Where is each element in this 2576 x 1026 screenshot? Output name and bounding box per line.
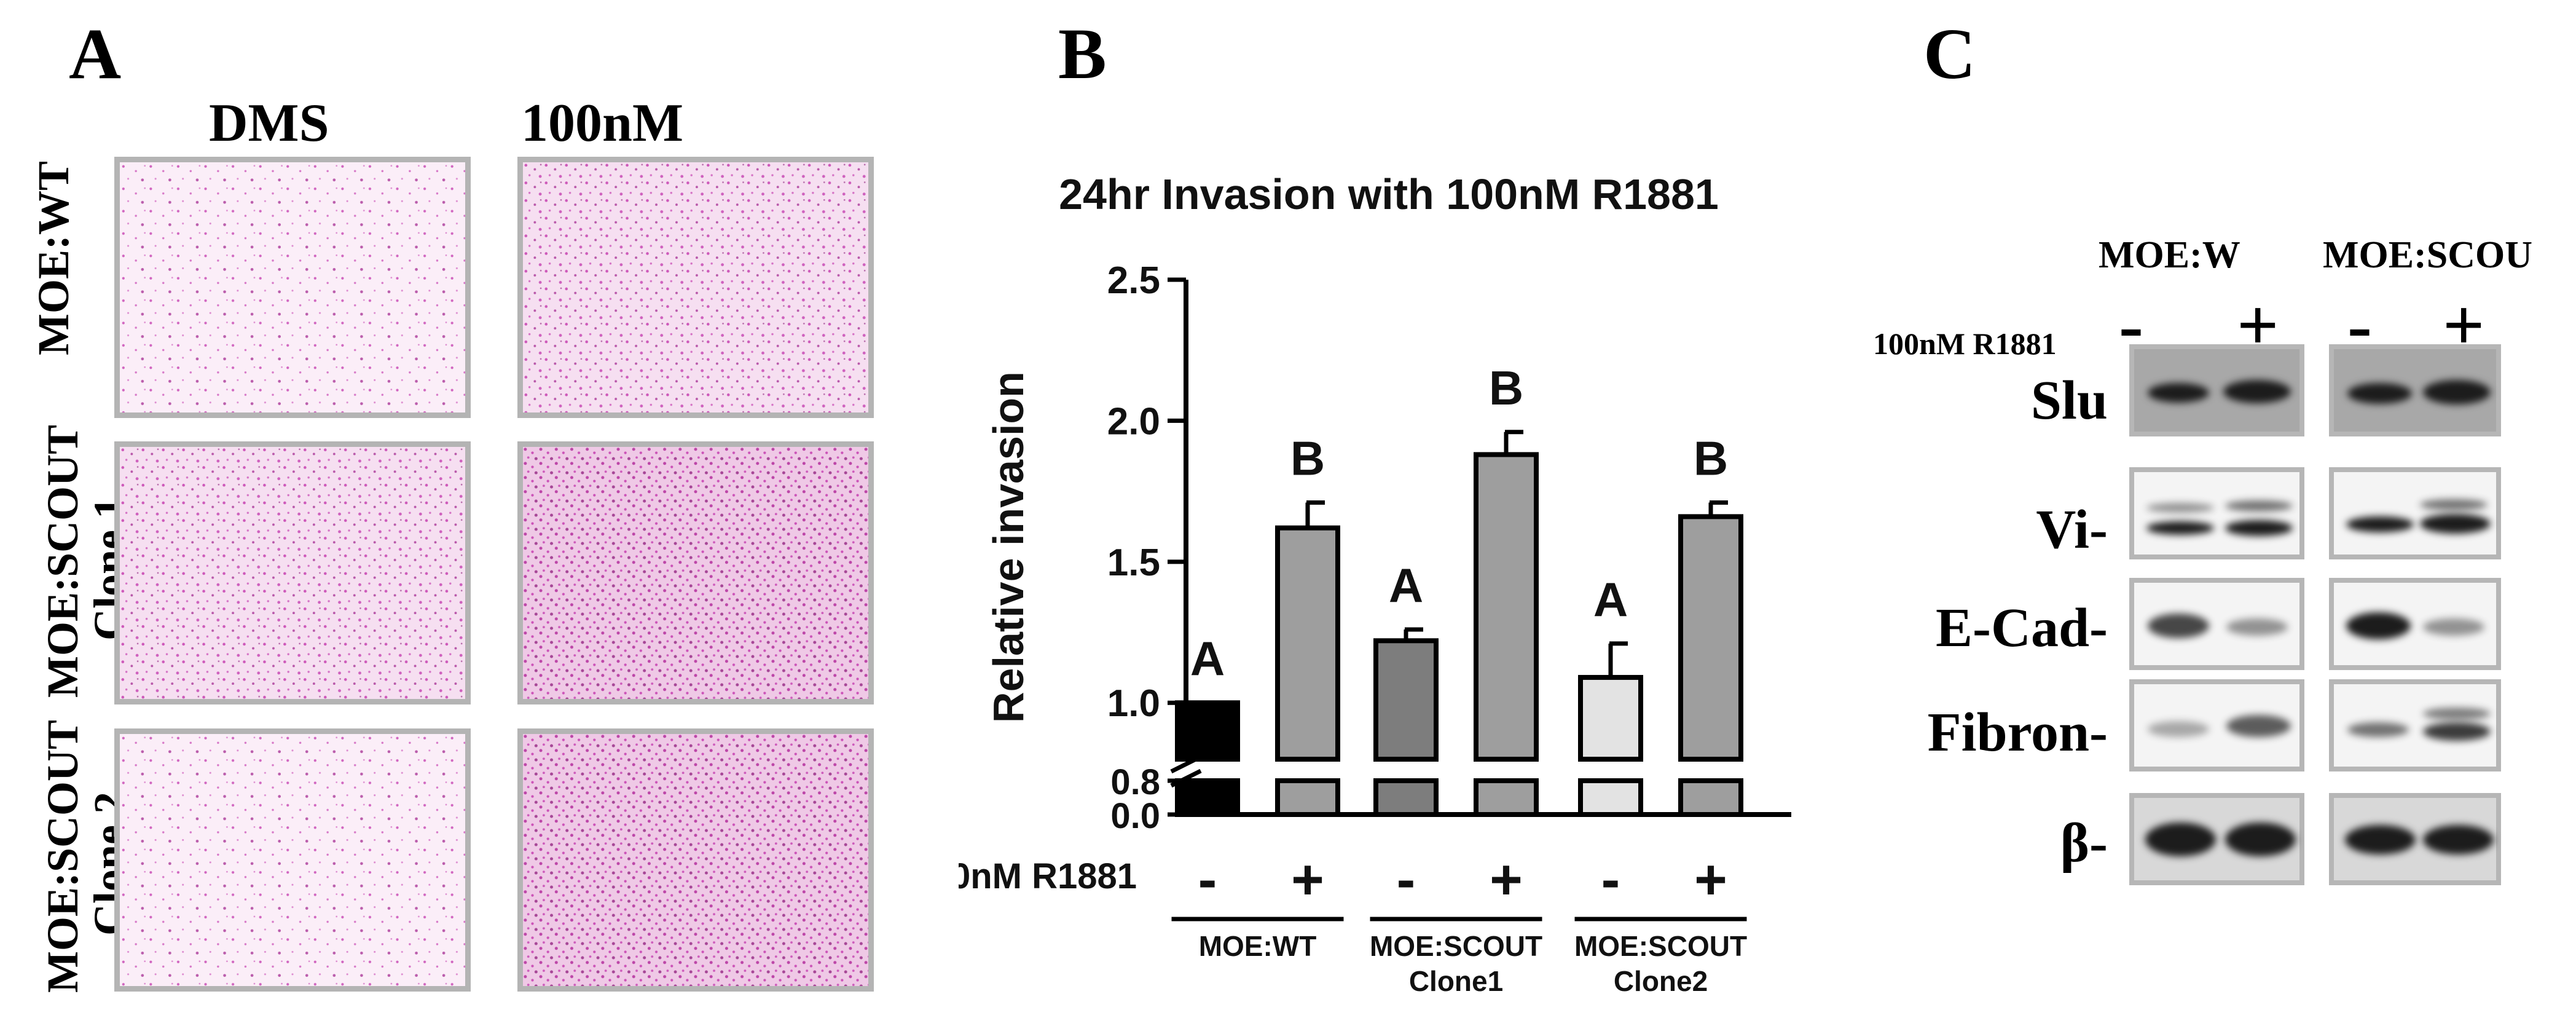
blot-slug-scout — [2329, 344, 2501, 436]
group-label: MOE:SCOUT — [1574, 930, 1747, 962]
blot-vimentin-scout — [2329, 467, 2501, 559]
bar — [1175, 778, 1240, 817]
micrograph-clone1-100nm — [517, 441, 874, 704]
bar — [1275, 525, 1340, 762]
group-label: MOE:WT — [1199, 930, 1317, 962]
protein-label-vimentin: Vi- — [2036, 499, 2108, 560]
y-axis-label: Relative invasion — [984, 371, 1032, 723]
y-tick-label: 1.5 — [1107, 542, 1160, 584]
micrograph-wt-100nm — [517, 157, 874, 418]
bar — [1678, 778, 1743, 817]
blot-ecad-wt — [2129, 578, 2304, 670]
bar — [1373, 778, 1439, 817]
y-tick-label: 2.0 — [1107, 400, 1160, 443]
row-label-moe-wt: MOE:WT — [29, 161, 78, 355]
y-tick-label: 0.8 — [1110, 762, 1160, 802]
significance-label: A — [1190, 631, 1225, 685]
blot-group-label-scout: MOE:SCOU — [2323, 234, 2532, 276]
micrograph-clone2-dms — [114, 728, 471, 992]
blot-group-label-wt: MOE:W — [2099, 234, 2240, 276]
bar — [1578, 778, 1643, 817]
bar — [1275, 778, 1340, 817]
invasion-bar-chart: 24hr Invasion with 100nM R1881 Relative i… — [959, 170, 1791, 997]
chart-title: 24hr Invasion with 100nM R1881 — [1059, 170, 1719, 218]
y-tick-label: 0.0 — [1110, 796, 1160, 836]
significance-label: B — [1694, 431, 1728, 485]
treatment-sign: - — [1397, 848, 1416, 911]
protein-label-slug: Slu — [2030, 370, 2108, 431]
blot-fibronectin-wt — [2129, 679, 2304, 771]
bar — [1474, 452, 1539, 762]
protein-label-ecadherin: E-Cad- — [1935, 598, 2108, 658]
y-tick-label: 2.5 — [1107, 259, 1160, 302]
blot-actin-scout — [2329, 793, 2501, 885]
bar — [1678, 514, 1743, 762]
blot-actin-wt — [2129, 793, 2304, 885]
protein-label-fibronectin: Fibron- — [1927, 702, 2108, 763]
bar — [1578, 674, 1643, 762]
treatment-sign: + — [1490, 848, 1523, 911]
significance-label: A — [1389, 558, 1423, 612]
bar — [1175, 700, 1240, 762]
treatment-sign: + — [1291, 848, 1324, 911]
significance-label: B — [1489, 361, 1523, 415]
treatment-sign: - — [1198, 848, 1217, 911]
blot-vimentin-wt — [2129, 467, 2304, 559]
group-label: MOE:SCOUT — [1370, 930, 1542, 962]
micrograph-clone2-100nm — [517, 728, 874, 992]
significance-label: A — [1593, 572, 1628, 626]
blot-treatment-label: 100nM R1881 — [1873, 326, 2057, 361]
y-tick-label: 1.0 — [1107, 682, 1160, 725]
bar — [1474, 778, 1539, 817]
panel-a-letter: A — [69, 14, 122, 94]
treatment-label: 100nM R1881 — [959, 856, 1137, 896]
significance-label: B — [1290, 431, 1325, 485]
blot-slug-wt — [2129, 344, 2304, 436]
group-label: Clone1 — [1409, 965, 1503, 997]
protein-label-beta-actin: β- — [2060, 813, 2108, 874]
micrograph-wt-dms — [114, 157, 471, 418]
bar — [1373, 638, 1439, 762]
micrograph-clone1-dms — [114, 441, 471, 704]
col-header-100nm: 100nM — [521, 93, 683, 153]
panel-c-letter: C — [1923, 14, 1976, 94]
panel-b-letter: B — [1058, 14, 1107, 94]
treatment-sign: + — [1694, 848, 1727, 911]
blot-ecad-scout — [2329, 578, 2501, 670]
treatment-sign: - — [1601, 848, 1620, 911]
group-label: Clone2 — [1614, 965, 1708, 997]
col-header-dms: DMS — [209, 93, 329, 153]
blot-fibronectin-scout — [2329, 679, 2501, 771]
